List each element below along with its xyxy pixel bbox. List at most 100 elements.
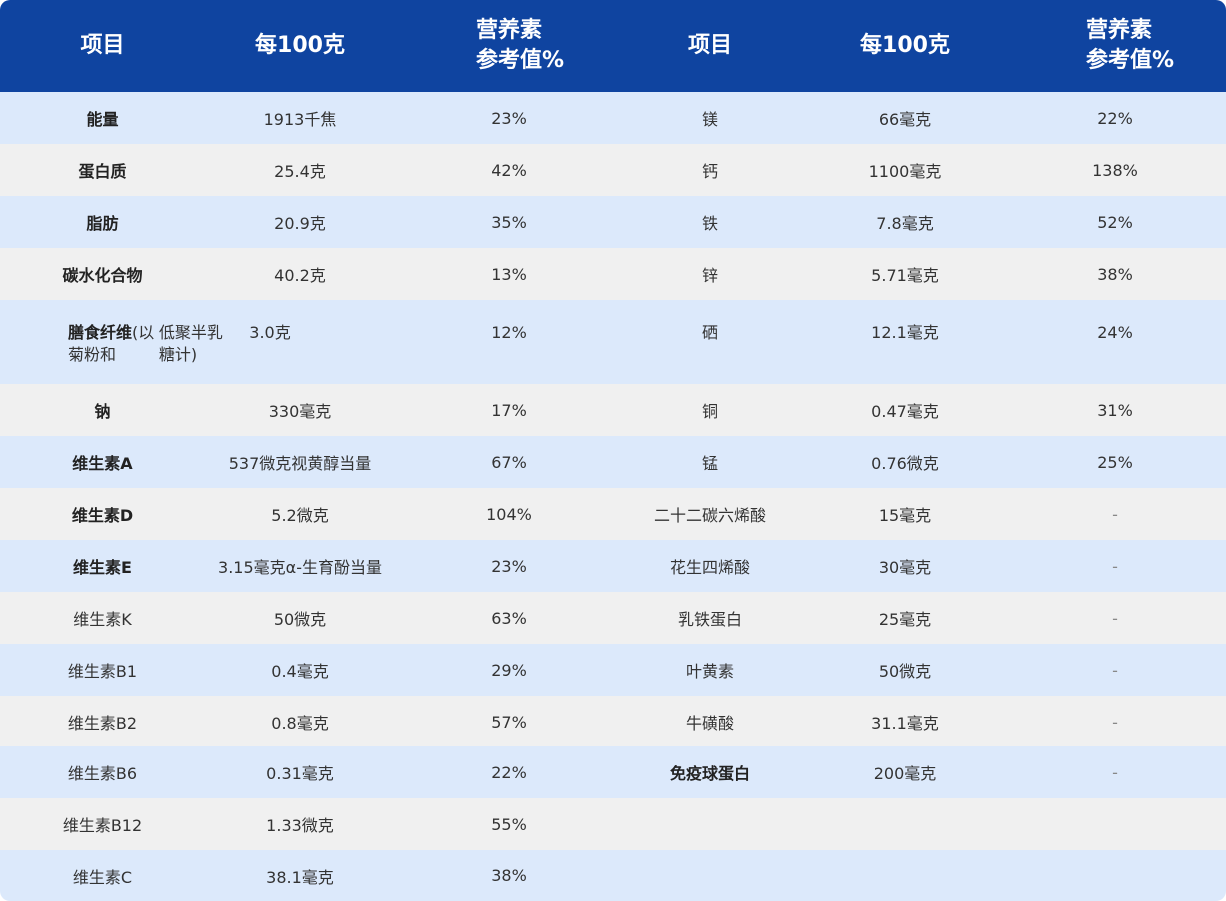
- item-name-right: [610, 798, 810, 850]
- item-name-right: 硒: [701, 323, 718, 342]
- item-nrv-right: [1010, 798, 1220, 850]
- item-name-right: 二十二碳六烯酸: [653, 506, 766, 525]
- item-nrv-left: 57%: [491, 712, 527, 732]
- header-nrv-right-line2: 参考值%: [1085, 48, 1175, 73]
- item-nrv-left: 23%: [491, 108, 527, 128]
- item-value-left: 537微克视黄醇当量: [228, 454, 372, 473]
- item-name-left: 能量: [86, 110, 119, 129]
- item-name-right: 锌: [701, 266, 718, 285]
- table-row: 钠 330毫克 17% 铜 0.47毫克 31%: [0, 384, 1226, 436]
- table-row: 能量 1913千焦 23% 镁 66毫克 22%: [0, 92, 1226, 144]
- item-name-right: 叶黄素: [685, 662, 734, 681]
- table-row: 维生素E 3.15毫克α-生育酚当量 23% 花生四烯酸 30毫克 -: [0, 540, 1226, 592]
- item-value-right: 0.76微克: [871, 454, 939, 473]
- item-nrv-right: -: [1112, 504, 1118, 524]
- table-row: 维生素K 50微克 63% 乳铁蛋白 25毫克 -: [0, 592, 1226, 644]
- table-header: 项目 每100克 营养素 参考值% 项目 每100克 营养素 参考值%: [0, 0, 1226, 92]
- item-nrv-right: 52%: [1097, 212, 1133, 232]
- item-nrv-right: -: [1112, 762, 1118, 782]
- item-name-right: 乳铁蛋白: [677, 610, 742, 629]
- item-value-right: [805, 850, 1005, 901]
- item-nrv-left: 63%: [491, 608, 527, 628]
- item-nrv-right: 138%: [1092, 160, 1138, 180]
- item-nrv-left: 22%: [491, 762, 527, 782]
- item-name-left: 维生素C: [72, 867, 133, 887]
- item-value-left: 3.15毫克α-生育酚当量: [218, 558, 382, 577]
- item-value-right: 31.1毫克: [871, 714, 939, 733]
- item-name-left: 维生素K: [73, 610, 132, 629]
- item-name-left: 维生素B12: [62, 816, 143, 835]
- item-value-right: 5.71毫克: [871, 266, 939, 285]
- item-value-right: 200毫克: [873, 764, 937, 783]
- item-nrv-right: [1010, 850, 1220, 901]
- header-nrv-left: 营养素 参考值%: [410, 0, 630, 92]
- item-nrv-right: -: [1112, 660, 1118, 680]
- header-per100g-left: 每100克: [200, 0, 400, 92]
- header-per100g-right-label: 每100克: [860, 33, 950, 58]
- item-name-right: 铁: [701, 214, 718, 233]
- header-nrv-left-line2: 参考值%: [475, 48, 565, 73]
- table-row: 脂肪 20.9克 35% 铁 7.8毫克 52%: [0, 196, 1226, 248]
- item-value-right: 30毫克: [878, 558, 932, 577]
- item-value-left: 0.31毫克: [266, 764, 334, 783]
- header-per100g-right: 每100克: [805, 0, 1005, 92]
- header-per100g-left-label: 每100克: [255, 33, 345, 58]
- item-nrv-right: -: [1112, 712, 1118, 732]
- item-name-left: 蛋白质: [78, 162, 127, 181]
- header-item-left: 项目: [0, 0, 205, 92]
- item-name-text: 膳食纤维: [68, 323, 133, 342]
- item-name-right: 镁: [701, 110, 718, 129]
- item-name-left: 钠: [94, 402, 111, 421]
- item-value-right: 50微克: [878, 662, 932, 681]
- item-value-right: 66毫克: [878, 110, 932, 129]
- item-name-left: 维生素B1: [67, 662, 138, 681]
- table-row: 维生素B12 1.33微克 55%: [0, 798, 1226, 850]
- item-name-left: 膳食纤维(以菊粉和 低聚半乳糖计): [68, 300, 228, 384]
- item-name-line2: 低聚半乳糖计): [158, 323, 223, 364]
- item-nrv-right: 24%: [1097, 323, 1133, 342]
- table-row: 膳食纤维(以菊粉和 低聚半乳糖计) 3.0克 12% 硒 12.1毫克 24%: [0, 300, 1226, 384]
- item-nrv-right: -: [1112, 608, 1118, 628]
- header-item-right: 项目: [610, 0, 810, 92]
- item-value-left: 0.8毫克: [271, 714, 329, 733]
- item-name-right: 牛磺酸: [685, 714, 734, 733]
- item-nrv-right: 38%: [1097, 264, 1133, 284]
- item-value-left: 38.1毫克: [266, 867, 334, 887]
- item-nrv-left: 67%: [491, 452, 527, 472]
- item-value-right: 0.47毫克: [871, 402, 939, 421]
- item-name-right: [610, 850, 810, 901]
- item-value-left: 40.2克: [274, 266, 326, 285]
- table-row: 维生素B2 0.8毫克 57% 牛磺酸 31.1毫克 -: [0, 696, 1226, 748]
- item-nrv-left: 42%: [491, 160, 527, 180]
- item-value-right: 25毫克: [878, 610, 932, 629]
- item-name-suffix: (以菊粉和: [68, 323, 155, 364]
- table-row: 维生素C 38.1毫克 38%: [0, 850, 1226, 901]
- item-value-left: 20.9克: [274, 214, 326, 233]
- item-value-left: 1913千焦: [263, 110, 337, 129]
- item-nrv-left: 55%: [491, 814, 527, 834]
- item-nrv-right: 22%: [1097, 108, 1133, 128]
- table-row: 维生素B1 0.4毫克 29% 叶黄素 50微克 -: [0, 644, 1226, 696]
- item-value-left: 0.4毫克: [271, 662, 329, 681]
- table-row: 碳水化合物 40.2克 13% 锌 5.71毫克 38%: [0, 248, 1226, 300]
- item-name-left: 碳水化合物: [62, 266, 143, 285]
- table-row: 蛋白质 25.4克 42% 钙 1100毫克 138%: [0, 144, 1226, 196]
- item-name-right: 铜: [701, 402, 718, 421]
- item-name-left: 维生素D: [71, 506, 134, 525]
- item-value-right: 7.8毫克: [876, 214, 934, 233]
- item-nrv-left: 38%: [491, 866, 527, 885]
- item-value-left: 1.33微克: [266, 816, 334, 835]
- header-item-left-label: 项目: [80, 33, 125, 58]
- item-name-right: 锰: [701, 454, 718, 473]
- item-nrv-right: 25%: [1097, 452, 1133, 472]
- item-nrv-right: 31%: [1097, 400, 1133, 420]
- item-name-left: 维生素E: [73, 558, 132, 577]
- header-item-right-label: 项目: [687, 33, 732, 58]
- header-nrv-right: 营养素 参考值%: [1020, 0, 1226, 92]
- item-nrv-left: 29%: [491, 660, 527, 680]
- item-value-right: 12.1毫克: [871, 323, 939, 342]
- item-nrv-left: 104%: [486, 504, 532, 524]
- header-nrv-left-line1: 营养素: [475, 18, 542, 43]
- item-value-left: 330毫克: [268, 402, 332, 421]
